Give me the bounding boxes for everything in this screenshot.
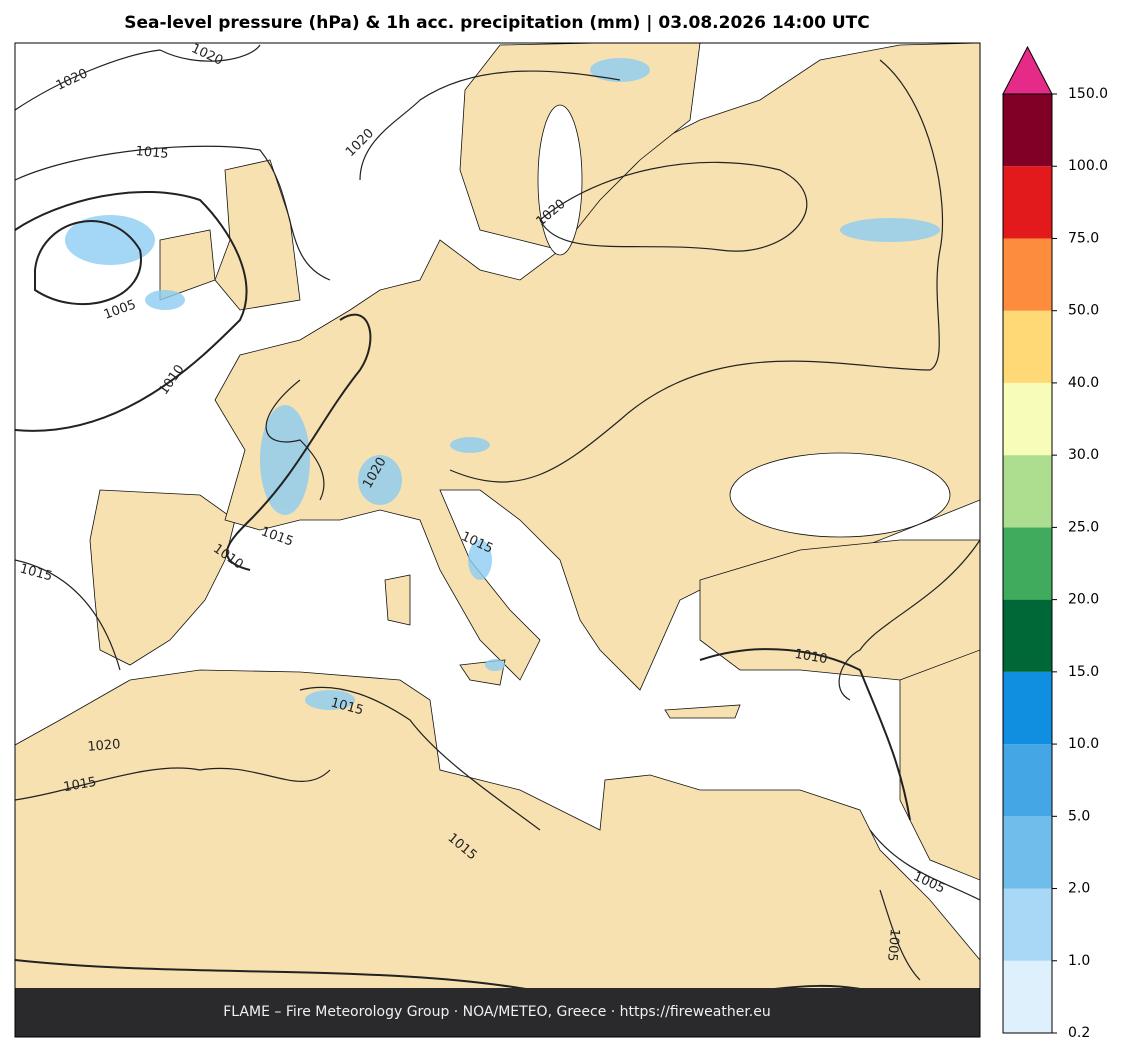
contour-label: 1015 xyxy=(62,775,97,796)
colorbar-bin xyxy=(1003,671,1052,745)
colorbar-frame xyxy=(1002,93,1053,1034)
colorbar-tick-label: 0.2 xyxy=(1068,1025,1090,1041)
colorbar-bin xyxy=(1003,960,1052,1033)
colorbar-tick-label: 10.0 xyxy=(1068,736,1099,752)
footer-text: FLAME – Fire Meteorology Group · NOA/MET… xyxy=(223,1004,771,1020)
contour-label: 1015 xyxy=(135,144,169,162)
map-frame xyxy=(14,42,981,1038)
title: Sea-level pressure (hPa) & 1h acc. preci… xyxy=(124,13,870,33)
colorbar-tick-label: 100.0 xyxy=(1068,158,1108,174)
colorbar-bin xyxy=(1003,455,1052,528)
colorbar-bin xyxy=(1003,888,1052,961)
colorbar-bin xyxy=(1003,382,1052,456)
colorbar-extend xyxy=(1002,45,1053,95)
colorbar-tick-label: 50.0 xyxy=(1068,303,1099,319)
map-content xyxy=(15,43,980,1037)
contour-label: 1010 xyxy=(793,647,828,668)
colorbar: 0.2 1.0 2.0 5.0 10.0 15.0 20.0 25.0 30.0 40.0 50.0… xyxy=(1002,45,1108,1041)
isobars xyxy=(15,44,980,1006)
colorbar-tick-label: 15.0 xyxy=(1068,664,1099,680)
contour-label: 1005 xyxy=(884,928,902,962)
colorbar-bin xyxy=(1003,816,1052,889)
colorbar-bin xyxy=(1003,527,1052,600)
colorbar-tick-label: 30.0 xyxy=(1068,447,1099,463)
colorbar-tick-label: 75.0 xyxy=(1068,230,1099,246)
colorbar-tick-label: 25.0 xyxy=(1068,519,1099,535)
colorbar-tick-label: 5.0 xyxy=(1068,808,1090,824)
colorbar-bin xyxy=(1003,94,1052,167)
colorbar-tick-label: 150.0 xyxy=(1068,86,1108,102)
footer-bar xyxy=(15,988,980,1037)
contour-label: 1020 xyxy=(87,737,121,755)
colorbar-bin xyxy=(1003,238,1052,311)
colorbar-bin xyxy=(1003,744,1052,817)
colorbar-bin xyxy=(1003,166,1052,239)
precipitation xyxy=(65,58,940,710)
colorbar-tick-label: 2.0 xyxy=(1068,881,1090,897)
colorbar-tick-label: 20.0 xyxy=(1068,592,1099,608)
baltic-sea xyxy=(537,104,583,256)
colorbar-bin xyxy=(1003,599,1052,672)
colorbar-tick-label: 1.0 xyxy=(1068,953,1090,969)
map: 1020102010201015100510101020102010151010… xyxy=(14,41,981,1038)
black-sea xyxy=(729,452,951,538)
colorbar-bin xyxy=(1003,310,1052,383)
colorbar-tick-label: 40.0 xyxy=(1068,375,1099,391)
